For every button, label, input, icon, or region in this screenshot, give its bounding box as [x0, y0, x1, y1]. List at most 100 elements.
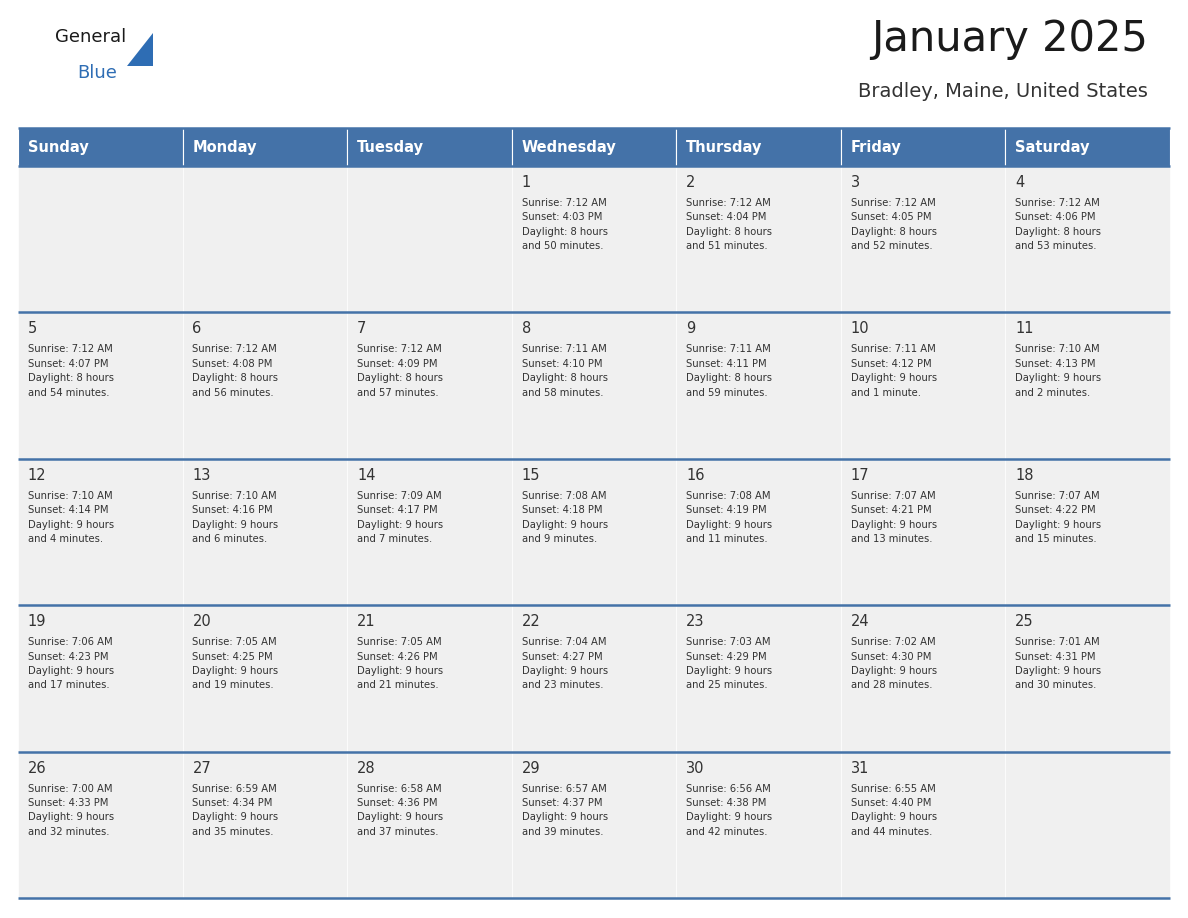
Bar: [18, 312, 183, 459]
Bar: [18, 752, 183, 898]
Text: 1: 1: [522, 175, 531, 190]
Bar: [1005, 128, 1170, 166]
Text: 10: 10: [851, 321, 870, 336]
Bar: [841, 752, 1005, 898]
Text: 18: 18: [1016, 468, 1034, 483]
Text: 22: 22: [522, 614, 541, 629]
Text: Sunrise: 7:02 AM
Sunset: 4:30 PM
Daylight: 9 hours
and 28 minutes.: Sunrise: 7:02 AM Sunset: 4:30 PM Dayligh…: [851, 637, 937, 690]
Text: 31: 31: [851, 761, 870, 776]
Text: Sunrise: 6:59 AM
Sunset: 4:34 PM
Daylight: 9 hours
and 35 minutes.: Sunrise: 6:59 AM Sunset: 4:34 PM Dayligh…: [192, 784, 278, 837]
Bar: [676, 128, 841, 166]
Text: 21: 21: [358, 614, 375, 629]
Text: Sunrise: 7:12 AM
Sunset: 4:08 PM
Daylight: 8 hours
and 56 minutes.: Sunrise: 7:12 AM Sunset: 4:08 PM Dayligh…: [192, 344, 278, 397]
Bar: [183, 605, 347, 752]
Text: Friday: Friday: [851, 140, 902, 154]
Bar: [347, 128, 512, 166]
Bar: [18, 128, 183, 166]
Text: 8: 8: [522, 321, 531, 336]
Bar: [841, 312, 1005, 459]
Text: Sunrise: 7:11 AM
Sunset: 4:12 PM
Daylight: 9 hours
and 1 minute.: Sunrise: 7:11 AM Sunset: 4:12 PM Dayligh…: [851, 344, 937, 397]
Bar: [183, 128, 347, 166]
Bar: [347, 166, 512, 312]
Text: 29: 29: [522, 761, 541, 776]
Bar: [512, 605, 676, 752]
Text: 4: 4: [1016, 175, 1024, 190]
Bar: [1005, 459, 1170, 605]
Bar: [183, 312, 347, 459]
Text: 20: 20: [192, 614, 211, 629]
Bar: [1005, 752, 1170, 898]
Text: Monday: Monday: [192, 140, 257, 154]
Bar: [18, 605, 183, 752]
Bar: [512, 459, 676, 605]
Bar: [676, 605, 841, 752]
Text: 16: 16: [687, 468, 704, 483]
Bar: [512, 166, 676, 312]
Text: 11: 11: [1016, 321, 1034, 336]
Text: Sunrise: 7:11 AM
Sunset: 4:10 PM
Daylight: 8 hours
and 58 minutes.: Sunrise: 7:11 AM Sunset: 4:10 PM Dayligh…: [522, 344, 607, 397]
Text: 17: 17: [851, 468, 870, 483]
Text: Sunrise: 7:03 AM
Sunset: 4:29 PM
Daylight: 9 hours
and 25 minutes.: Sunrise: 7:03 AM Sunset: 4:29 PM Dayligh…: [687, 637, 772, 690]
Text: 27: 27: [192, 761, 211, 776]
Text: Sunrise: 7:07 AM
Sunset: 4:21 PM
Daylight: 9 hours
and 13 minutes.: Sunrise: 7:07 AM Sunset: 4:21 PM Dayligh…: [851, 491, 937, 544]
Text: Sunrise: 7:06 AM
Sunset: 4:23 PM
Daylight: 9 hours
and 17 minutes.: Sunrise: 7:06 AM Sunset: 4:23 PM Dayligh…: [27, 637, 114, 690]
Bar: [841, 605, 1005, 752]
Text: 5: 5: [27, 321, 37, 336]
Bar: [841, 459, 1005, 605]
Bar: [676, 166, 841, 312]
Bar: [347, 752, 512, 898]
Text: Sunrise: 7:05 AM
Sunset: 4:25 PM
Daylight: 9 hours
and 19 minutes.: Sunrise: 7:05 AM Sunset: 4:25 PM Dayligh…: [192, 637, 278, 690]
Text: 14: 14: [358, 468, 375, 483]
Bar: [183, 459, 347, 605]
Text: Sunrise: 6:55 AM
Sunset: 4:40 PM
Daylight: 9 hours
and 44 minutes.: Sunrise: 6:55 AM Sunset: 4:40 PM Dayligh…: [851, 784, 937, 837]
Bar: [676, 459, 841, 605]
Bar: [1005, 166, 1170, 312]
Bar: [512, 128, 676, 166]
Text: 19: 19: [27, 614, 46, 629]
Text: January 2025: January 2025: [871, 18, 1148, 60]
Text: 9: 9: [687, 321, 695, 336]
Text: Sunrise: 6:56 AM
Sunset: 4:38 PM
Daylight: 9 hours
and 42 minutes.: Sunrise: 6:56 AM Sunset: 4:38 PM Dayligh…: [687, 784, 772, 837]
Text: Sunrise: 7:08 AM
Sunset: 4:18 PM
Daylight: 9 hours
and 9 minutes.: Sunrise: 7:08 AM Sunset: 4:18 PM Dayligh…: [522, 491, 608, 544]
Text: Sunrise: 7:12 AM
Sunset: 4:04 PM
Daylight: 8 hours
and 51 minutes.: Sunrise: 7:12 AM Sunset: 4:04 PM Dayligh…: [687, 198, 772, 252]
Text: Sunrise: 7:11 AM
Sunset: 4:11 PM
Daylight: 8 hours
and 59 minutes.: Sunrise: 7:11 AM Sunset: 4:11 PM Dayligh…: [687, 344, 772, 397]
Bar: [1005, 312, 1170, 459]
Text: 28: 28: [358, 761, 375, 776]
Bar: [512, 752, 676, 898]
Text: 30: 30: [687, 761, 704, 776]
Text: Sunrise: 7:05 AM
Sunset: 4:26 PM
Daylight: 9 hours
and 21 minutes.: Sunrise: 7:05 AM Sunset: 4:26 PM Dayligh…: [358, 637, 443, 690]
Text: 26: 26: [27, 761, 46, 776]
Text: Sunrise: 7:00 AM
Sunset: 4:33 PM
Daylight: 9 hours
and 32 minutes.: Sunrise: 7:00 AM Sunset: 4:33 PM Dayligh…: [27, 784, 114, 837]
Text: Tuesday: Tuesday: [358, 140, 424, 154]
Text: General: General: [55, 28, 126, 46]
Text: Sunrise: 7:12 AM
Sunset: 4:05 PM
Daylight: 8 hours
and 52 minutes.: Sunrise: 7:12 AM Sunset: 4:05 PM Dayligh…: [851, 198, 936, 252]
Bar: [841, 128, 1005, 166]
Text: Sunrise: 6:58 AM
Sunset: 4:36 PM
Daylight: 9 hours
and 37 minutes.: Sunrise: 6:58 AM Sunset: 4:36 PM Dayligh…: [358, 784, 443, 837]
Bar: [841, 166, 1005, 312]
Text: Sunrise: 7:12 AM
Sunset: 4:07 PM
Daylight: 8 hours
and 54 minutes.: Sunrise: 7:12 AM Sunset: 4:07 PM Dayligh…: [27, 344, 114, 397]
Text: Wednesday: Wednesday: [522, 140, 617, 154]
Text: Sunday: Sunday: [27, 140, 89, 154]
Text: 6: 6: [192, 321, 202, 336]
Text: Bradley, Maine, United States: Bradley, Maine, United States: [858, 82, 1148, 101]
Text: Sunrise: 7:04 AM
Sunset: 4:27 PM
Daylight: 9 hours
and 23 minutes.: Sunrise: 7:04 AM Sunset: 4:27 PM Dayligh…: [522, 637, 608, 690]
Text: Sunrise: 7:10 AM
Sunset: 4:14 PM
Daylight: 9 hours
and 4 minutes.: Sunrise: 7:10 AM Sunset: 4:14 PM Dayligh…: [27, 491, 114, 544]
Bar: [512, 312, 676, 459]
Text: 12: 12: [27, 468, 46, 483]
Text: 7: 7: [358, 321, 366, 336]
Text: Sunrise: 7:07 AM
Sunset: 4:22 PM
Daylight: 9 hours
and 15 minutes.: Sunrise: 7:07 AM Sunset: 4:22 PM Dayligh…: [1016, 491, 1101, 544]
Text: Sunrise: 7:09 AM
Sunset: 4:17 PM
Daylight: 9 hours
and 7 minutes.: Sunrise: 7:09 AM Sunset: 4:17 PM Dayligh…: [358, 491, 443, 544]
Text: 13: 13: [192, 468, 210, 483]
Text: Sunrise: 7:12 AM
Sunset: 4:03 PM
Daylight: 8 hours
and 50 minutes.: Sunrise: 7:12 AM Sunset: 4:03 PM Dayligh…: [522, 198, 607, 252]
Text: Sunrise: 6:57 AM
Sunset: 4:37 PM
Daylight: 9 hours
and 39 minutes.: Sunrise: 6:57 AM Sunset: 4:37 PM Dayligh…: [522, 784, 608, 837]
Bar: [183, 166, 347, 312]
Text: Sunrise: 7:12 AM
Sunset: 4:09 PM
Daylight: 8 hours
and 57 minutes.: Sunrise: 7:12 AM Sunset: 4:09 PM Dayligh…: [358, 344, 443, 397]
Bar: [347, 312, 512, 459]
Bar: [676, 312, 841, 459]
Text: Sunrise: 7:10 AM
Sunset: 4:16 PM
Daylight: 9 hours
and 6 minutes.: Sunrise: 7:10 AM Sunset: 4:16 PM Dayligh…: [192, 491, 278, 544]
Text: 24: 24: [851, 614, 870, 629]
Text: 15: 15: [522, 468, 541, 483]
Text: Blue: Blue: [77, 64, 116, 82]
Text: Saturday: Saturday: [1016, 140, 1089, 154]
Text: Sunrise: 7:08 AM
Sunset: 4:19 PM
Daylight: 9 hours
and 11 minutes.: Sunrise: 7:08 AM Sunset: 4:19 PM Dayligh…: [687, 491, 772, 544]
